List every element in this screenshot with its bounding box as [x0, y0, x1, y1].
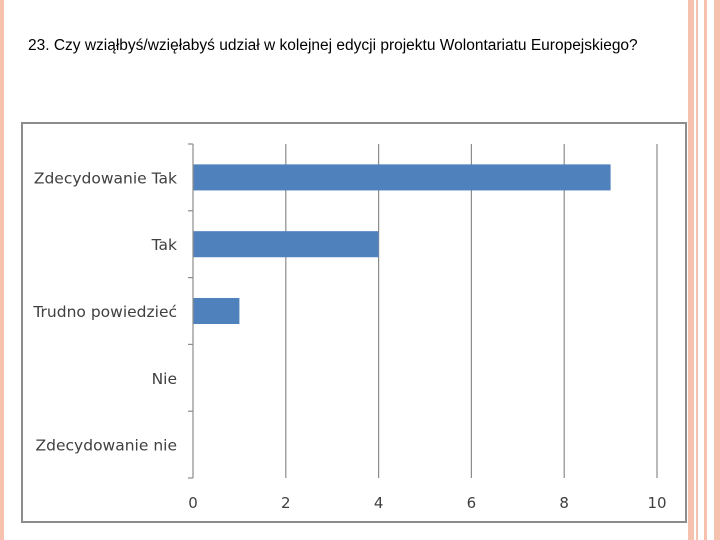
category-label: Zdecydowanie nie	[36, 437, 177, 455]
axes	[188, 143, 194, 479]
category-label: Trudno powiedzieć	[32, 303, 177, 321]
left-decorative-stripe	[0, 0, 4, 540]
category-label: Nie	[152, 370, 177, 388]
right-decorative-stripe	[714, 0, 720, 540]
chart-frame: Zdecydowanie Tak Tak Trudno powiedzieć Nie Z…	[21, 122, 687, 523]
bar	[193, 297, 240, 325]
category-label: Tak	[151, 236, 177, 254]
x-tick-label: 10	[647, 494, 666, 512]
x-tick-label: 8	[559, 494, 569, 512]
x-tick-label: 6	[467, 494, 477, 512]
right-decorative-stripe	[696, 0, 698, 540]
bar	[193, 164, 611, 191]
grid-lines	[285, 144, 658, 478]
category-labels: Zdecydowanie Tak Tak Trudno powiedzieć Nie Z…	[32, 169, 177, 454]
x-tick-label: 0	[188, 494, 198, 512]
right-decorative-stripe	[688, 0, 694, 540]
question-title: 23. Czy wziąłbyś/wzięłabyś udział w kole…	[28, 37, 638, 54]
category-label: Zdecydowanie Tak	[34, 169, 177, 187]
x-tick-label: 2	[281, 494, 291, 512]
x-tick-label: 4	[374, 494, 384, 512]
bar-chart: Zdecydowanie Tak Tak Trudno powiedzieć Nie Z…	[32, 143, 667, 512]
bars	[193, 164, 611, 325]
bar	[193, 231, 379, 258]
right-decorative-stripe	[704, 0, 707, 540]
x-tick-labels: 0 2 4 6 8 10	[188, 494, 666, 512]
